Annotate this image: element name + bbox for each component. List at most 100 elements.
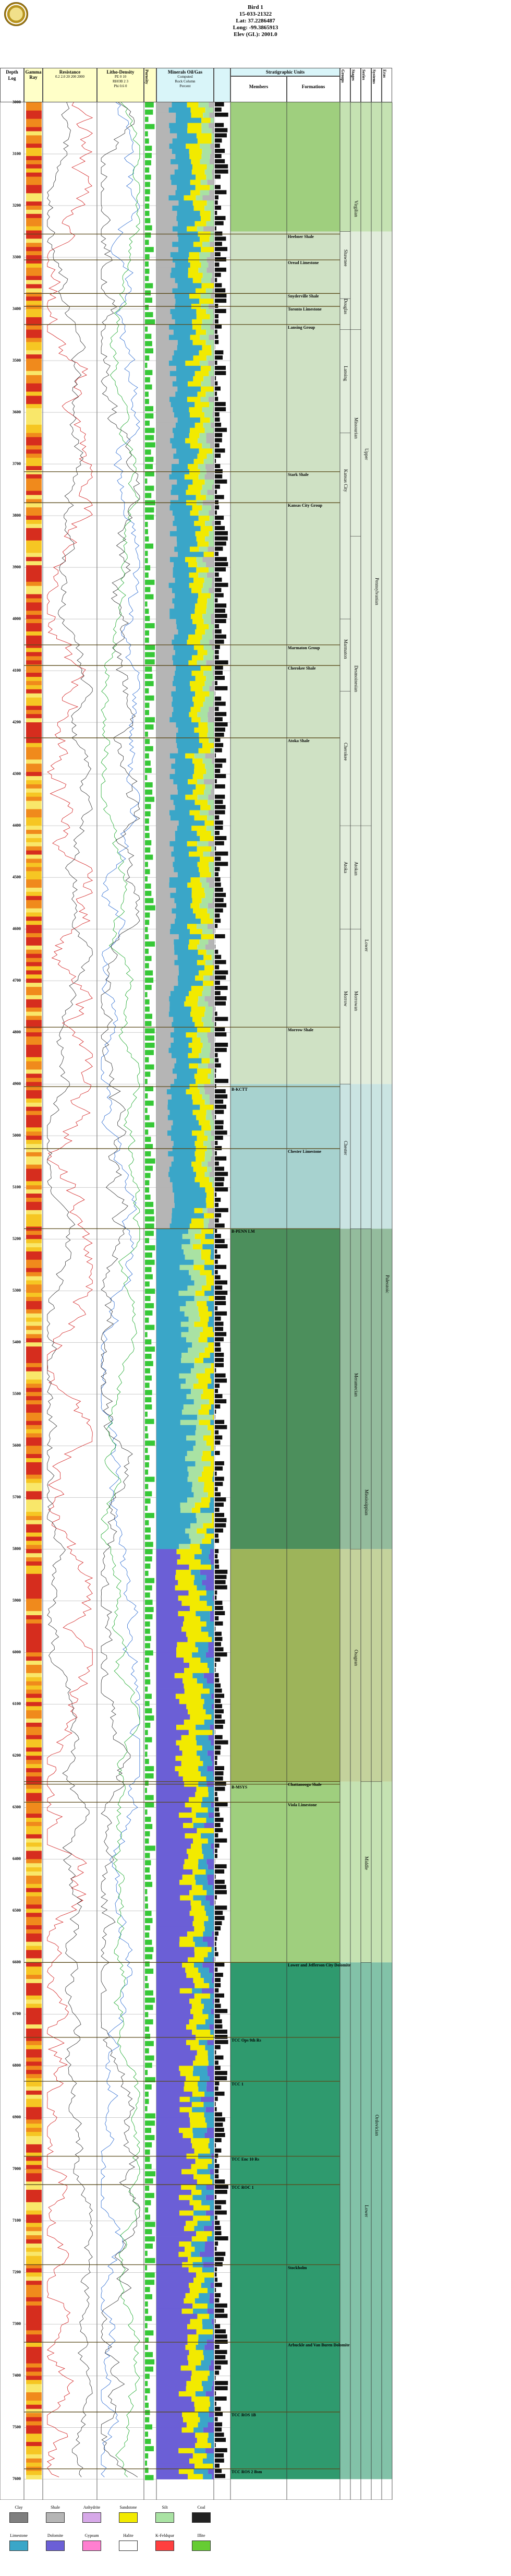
mineral-fill	[178, 236, 200, 242]
oil-gas-bar	[215, 361, 217, 365]
porosity-bar	[145, 297, 153, 303]
mineral-fill	[156, 2019, 189, 2025]
mineral-fill	[202, 1885, 213, 1891]
porosity-bar	[145, 1180, 150, 1186]
mineral-fill	[208, 1792, 214, 1797]
gamma-strip	[26, 2339, 42, 2343]
gamma-strip	[26, 2322, 42, 2327]
gamma-strip	[26, 2227, 42, 2232]
mineral-fill	[172, 149, 189, 154]
porosity-bar	[145, 204, 150, 209]
mineral-fill	[204, 1905, 214, 1911]
gamma-strip	[26, 2371, 42, 2376]
oil-gas-bar	[215, 433, 223, 437]
mineral-fill	[156, 1022, 172, 1028]
mineral-fill	[211, 645, 214, 650]
porosity-bar	[145, 312, 153, 317]
mineral-fill	[197, 226, 203, 232]
mineral-fill	[183, 1822, 193, 1829]
oil-gas-bar	[215, 1363, 224, 1367]
mineral-fill	[201, 247, 214, 253]
gamma-strip	[26, 2239, 42, 2244]
mineral-fill	[210, 2215, 214, 2221]
gamma-strip	[26, 1718, 42, 1723]
oil-gas-bar	[215, 1265, 227, 1269]
mineral-fill	[191, 588, 202, 593]
labels-layer: 3000 3100 3200 3300 3400 3500 3600 3700 3800 3900…	[0, 100, 396, 2500]
mineral-fill	[156, 1202, 175, 1209]
mineral-fill	[209, 1502, 214, 1508]
mineral-fill	[156, 2376, 191, 2381]
mineral-fill	[191, 986, 203, 992]
mineral-fill	[201, 1047, 211, 1054]
gamma-strip	[26, 251, 42, 256]
mineral-fill	[156, 779, 174, 785]
mineral-fill	[191, 159, 200, 165]
gamma-strip	[26, 714, 42, 719]
mineral-fill	[204, 1347, 214, 1353]
oil-gas-bar	[215, 1104, 227, 1109]
mineral-fill	[206, 572, 214, 578]
oil-gas-bar	[215, 1275, 221, 1280]
mineral-fill	[209, 686, 214, 692]
mineral-fill	[203, 112, 210, 118]
mineral-fill	[156, 1440, 196, 1446]
gamma-strip	[26, 2400, 42, 2405]
oil-gas-bar	[215, 2262, 223, 2267]
mineral-fill	[197, 541, 209, 547]
gamma-strip	[26, 2189, 42, 2195]
mineral-fill	[172, 427, 190, 434]
gamma-strip	[26, 2475, 42, 2479]
mineral-fill	[200, 526, 213, 532]
mineral-fill	[156, 2210, 180, 2216]
porosity-bar	[145, 2316, 152, 2321]
mineral-fill	[156, 1673, 175, 1679]
mineral-fill	[205, 2448, 214, 2454]
oil-gas-bar	[215, 1053, 218, 1057]
mineral-fill	[156, 107, 169, 113]
mineral-fill	[197, 2221, 212, 2226]
mineral-fill	[210, 1900, 214, 1906]
gamma-strip	[26, 1863, 42, 1868]
mineral-fill	[211, 138, 214, 144]
gamma-strip	[26, 1301, 42, 1306]
mineral-fill	[192, 2453, 207, 2459]
mineral-fill	[171, 1125, 202, 1131]
mineral-fill	[156, 546, 175, 552]
mineral-fill	[156, 293, 175, 299]
legend-item: Shale	[40, 2505, 71, 2523]
mineral-fill	[203, 1218, 210, 1224]
mineral-fill	[156, 2221, 186, 2226]
gamma-strip	[26, 1044, 42, 1050]
strat-unit-label: Upper	[364, 448, 369, 460]
oil-gas-bar	[215, 1285, 223, 1290]
mineral-fill	[197, 1750, 208, 1756]
gamma-strip	[26, 259, 42, 264]
mineral-fill	[156, 1042, 171, 1048]
mineral-fill	[156, 1249, 184, 1255]
mineral-fill	[208, 1136, 214, 1141]
porosity-bar	[145, 1874, 151, 1880]
mineral-fill	[156, 1229, 188, 1234]
mineral-fill	[156, 696, 173, 702]
gamma-strip	[26, 639, 42, 645]
mineral-fill	[179, 1879, 196, 1886]
mineral-fill	[210, 1027, 214, 1033]
mineral-fill	[207, 2308, 214, 2314]
mineral-fill	[199, 1182, 212, 1188]
mineral-fill	[192, 2128, 207, 2133]
oil-gas-bar	[215, 2158, 217, 2163]
mineral-fill	[192, 898, 202, 904]
gamma-strip	[26, 805, 42, 809]
mineral-fill	[209, 2024, 214, 2030]
mineral-fill	[156, 655, 173, 661]
gamma-strip	[26, 2012, 42, 2017]
mineral-fill	[156, 981, 178, 986]
porosity-bar	[145, 1361, 153, 1366]
oil-gas-bar	[215, 324, 222, 329]
mineral-fill	[209, 1409, 214, 1415]
depth-label: 3600	[13, 410, 21, 415]
mineral-fill	[210, 1549, 214, 1555]
mineral-fill	[187, 226, 197, 232]
gamma-strip	[26, 631, 42, 636]
